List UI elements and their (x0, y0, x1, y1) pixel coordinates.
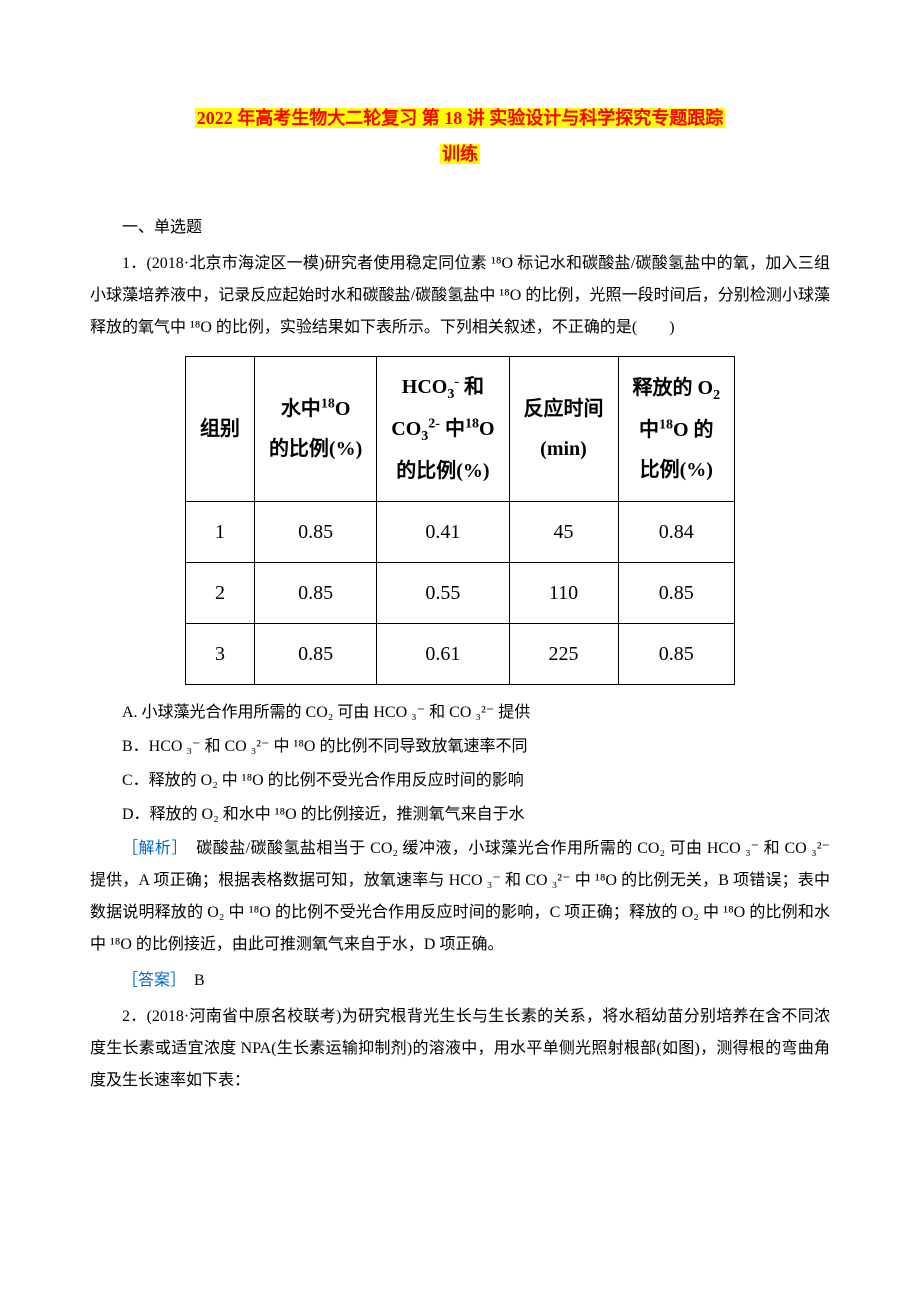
table-header-3: 反应时间(min) (509, 357, 618, 502)
table-cell: 3 (185, 624, 254, 685)
data-table: 组别 水中18O的比例(%) HCO3- 和CO32- 中18O的比例(%) 反… (185, 356, 735, 685)
table-header-1: 水中18O的比例(%) (254, 357, 376, 502)
section-heading: 一、单选题 (90, 212, 830, 244)
table-cell: 2 (185, 563, 254, 624)
table-cell: 0.55 (377, 563, 509, 624)
table-cell: 0.84 (618, 502, 735, 563)
option-a: A. 小球藻光合作用所需的 CO₂ 可由 HCO ₃⁻ 和 CO ₃²⁻ 提供 (90, 697, 830, 729)
table-cell: 110 (509, 563, 618, 624)
table-header-4: 释放的 O2中18O 的比例(%) (618, 357, 735, 502)
table-header-2: HCO3- 和CO32- 中18O的比例(%) (377, 357, 509, 502)
table-row: 1 0.85 0.41 45 0.84 (185, 502, 734, 563)
table-header-row: 组别 水中18O的比例(%) HCO3- 和CO32- 中18O的比例(%) 反… (185, 357, 734, 502)
table-cell: 45 (509, 502, 618, 563)
analysis-label: ［解析］ (122, 840, 180, 857)
option-b: B．HCO ₃⁻ 和 CO ₃²⁻ 中 ¹⁸O 的比例不同导致放氧速率不同 (90, 731, 830, 763)
table-cell: 0.85 (254, 502, 376, 563)
table-row: 2 0.85 0.55 110 0.85 (185, 563, 734, 624)
table-cell: 1 (185, 502, 254, 563)
table-cell: 0.85 (618, 563, 735, 624)
option-c: C．释放的 O₂ 中 ¹⁸O 的比例不受光合作用反应时间的影响 (90, 765, 830, 797)
analysis-paragraph: ［解析］ 碳酸盐/碳酸氢盐相当于 CO₂ 缓冲液，小球藻光合作用所需的 CO₂ … (90, 833, 830, 961)
answer-label: ［答案］ (122, 972, 178, 989)
question-1-stem: 1．(2018·北京市海淀区一模)研究者使用稳定同位素 ¹⁸O 标记水和碳酸盐/… (90, 248, 830, 344)
title-line-2: 训练 (440, 144, 480, 164)
table-cell: 225 (509, 624, 618, 685)
table-cell: 0.85 (618, 624, 735, 685)
option-d: D．释放的 O₂ 和水中 ¹⁸O 的比例接近，推测氧气来自于水 (90, 799, 830, 831)
document-title: 2022 年高考生物大二轮复习 第 18 讲 实验设计与科学探究专题跟踪 训练 (90, 100, 830, 172)
table-row: 3 0.85 0.61 225 0.85 (185, 624, 734, 685)
table-cell: 0.41 (377, 502, 509, 563)
table-cell: 0.61 (377, 624, 509, 685)
table-header-0: 组别 (185, 357, 254, 502)
table-cell: 0.85 (254, 563, 376, 624)
answer-paragraph: ［答案］ B (90, 965, 830, 997)
answer-text: B (178, 972, 205, 989)
analysis-text: 碳酸盐/碳酸氢盐相当于 CO₂ 缓冲液，小球藻光合作用所需的 CO₂ 可由 HC… (90, 840, 830, 953)
question-1-table-container: 组别 水中18O的比例(%) HCO3- 和CO32- 中18O的比例(%) 反… (90, 356, 830, 685)
table-cell: 0.85 (254, 624, 376, 685)
question-2-stem: 2．(2018·河南省中原名校联考)为研究根背光生长与生长素的关系，将水稻幼苗分… (90, 1001, 830, 1097)
title-line-1: 2022 年高考生物大二轮复习 第 18 讲 实验设计与科学探究专题跟踪 (195, 108, 726, 128)
